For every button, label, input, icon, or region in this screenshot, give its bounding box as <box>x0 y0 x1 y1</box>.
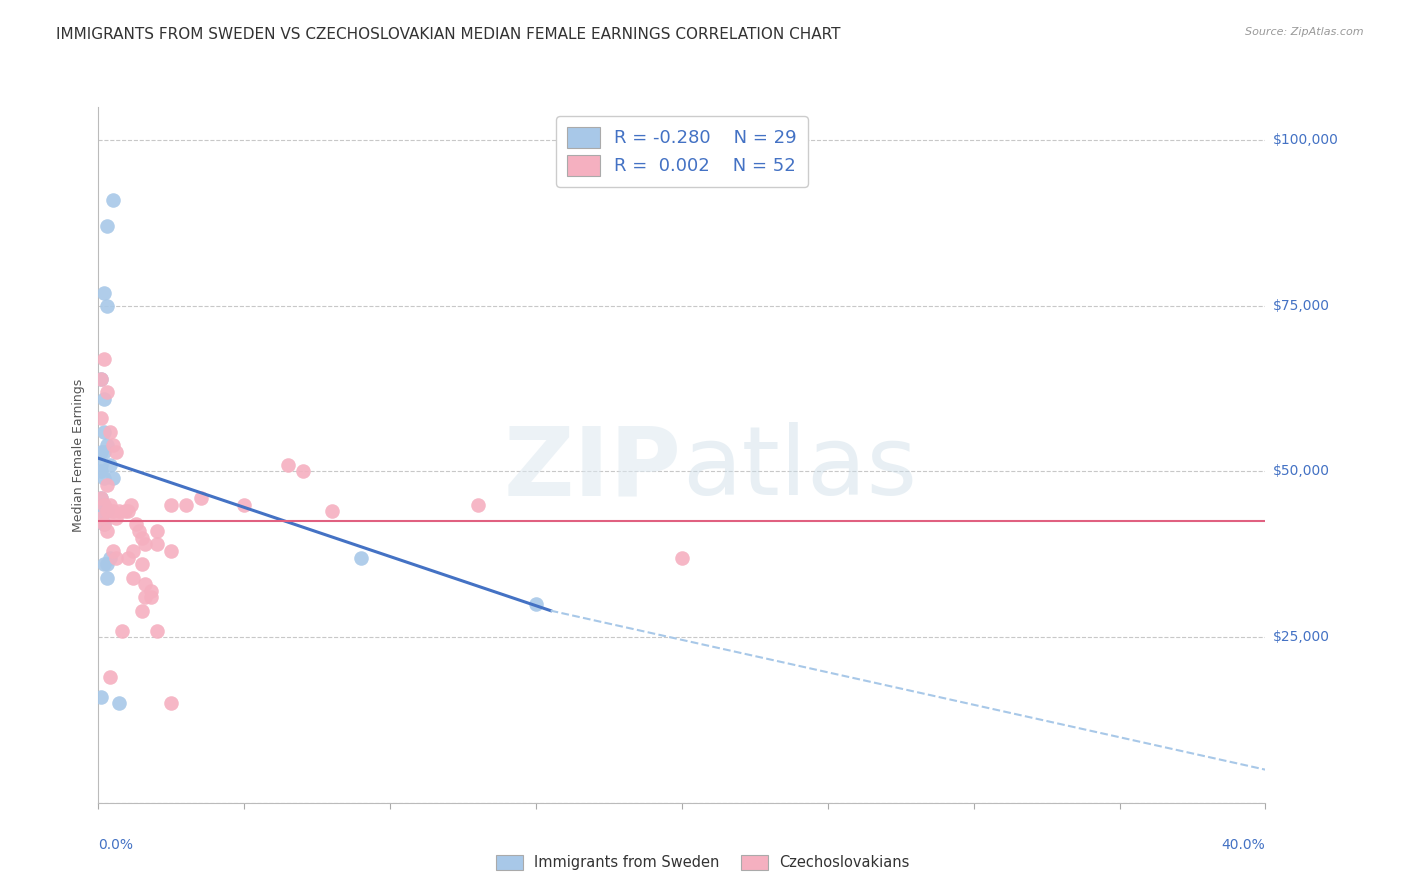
Point <box>90 491 112 505</box>
Point <box>160 697 183 711</box>
Point <box>96 558 118 572</box>
Point <box>233 498 256 512</box>
Legend: R = -0.280    N = 29, R =  0.002    N = 52: R = -0.280 N = 29, R = 0.002 N = 52 <box>557 116 807 186</box>
Point <box>134 537 156 551</box>
Text: Source: ZipAtlas.com: Source: ZipAtlas.com <box>1246 27 1364 37</box>
Point <box>128 524 150 538</box>
Point <box>146 624 169 638</box>
Point <box>90 372 112 386</box>
Point <box>90 372 112 386</box>
Point <box>93 392 115 406</box>
Point <box>146 537 169 551</box>
Point <box>101 438 124 452</box>
Point <box>114 504 136 518</box>
Point <box>90 444 112 458</box>
Point <box>108 697 131 711</box>
Point <box>134 591 156 605</box>
Point <box>90 690 112 704</box>
Point <box>117 550 139 565</box>
Point <box>93 517 115 532</box>
Point <box>90 511 112 525</box>
Point <box>96 524 118 538</box>
Point <box>291 465 314 479</box>
Point <box>104 444 127 458</box>
Point <box>139 591 162 605</box>
Point <box>93 471 115 485</box>
Point <box>131 531 153 545</box>
Point <box>467 498 489 512</box>
Point <box>131 558 153 572</box>
Point <box>122 570 145 584</box>
Point <box>524 597 547 611</box>
Text: $25,000: $25,000 <box>1272 630 1330 644</box>
Point <box>93 498 115 512</box>
Text: atlas: atlas <box>682 422 917 516</box>
Point <box>350 550 373 565</box>
Point <box>96 570 118 584</box>
Point <box>104 511 127 525</box>
Point <box>93 425 115 439</box>
Point <box>96 384 118 399</box>
Point <box>671 550 693 565</box>
Text: 0.0%: 0.0% <box>98 838 134 853</box>
Point <box>90 491 112 505</box>
Point <box>108 504 131 518</box>
Point <box>93 351 115 366</box>
Point <box>96 477 118 491</box>
Text: $50,000: $50,000 <box>1272 465 1330 478</box>
Point <box>277 458 299 472</box>
Point <box>93 558 115 572</box>
Point <box>120 498 142 512</box>
Point <box>160 544 183 558</box>
Point <box>131 604 153 618</box>
Point <box>101 193 124 207</box>
Point <box>122 544 145 558</box>
Point <box>134 577 156 591</box>
Point <box>117 504 139 518</box>
Y-axis label: Median Female Earnings: Median Female Earnings <box>72 378 86 532</box>
Point <box>111 624 134 638</box>
Legend: Immigrants from Sweden, Czechoslovakians: Immigrants from Sweden, Czechoslovakians <box>491 848 915 876</box>
Point <box>101 504 124 518</box>
Point <box>104 550 127 565</box>
Point <box>98 425 121 439</box>
Point <box>93 285 115 300</box>
Point <box>160 498 183 512</box>
Point <box>174 498 197 512</box>
Point <box>125 517 148 532</box>
Point <box>101 471 124 485</box>
Point <box>93 517 115 532</box>
Text: ZIP: ZIP <box>503 422 682 516</box>
Point <box>96 438 118 452</box>
Point <box>90 465 112 479</box>
Point <box>101 544 124 558</box>
Text: $75,000: $75,000 <box>1272 299 1330 313</box>
Text: $100,000: $100,000 <box>1272 133 1339 147</box>
Point <box>98 550 121 565</box>
Point <box>98 670 121 684</box>
Point <box>98 498 121 512</box>
Point <box>93 498 115 512</box>
Point <box>190 491 212 505</box>
Point <box>90 504 112 518</box>
Point <box>93 444 115 458</box>
Point <box>146 524 169 538</box>
Point <box>98 458 121 472</box>
Point <box>321 504 343 518</box>
Point <box>96 299 118 313</box>
Point <box>139 583 162 598</box>
Point <box>96 219 118 234</box>
Point <box>96 504 118 518</box>
Point <box>90 411 112 425</box>
Point <box>96 504 118 518</box>
Text: IMMIGRANTS FROM SWEDEN VS CZECHOSLOVAKIAN MEDIAN FEMALE EARNINGS CORRELATION CHA: IMMIGRANTS FROM SWEDEN VS CZECHOSLOVAKIA… <box>56 27 841 42</box>
Text: 40.0%: 40.0% <box>1222 838 1265 853</box>
Point <box>90 458 112 472</box>
